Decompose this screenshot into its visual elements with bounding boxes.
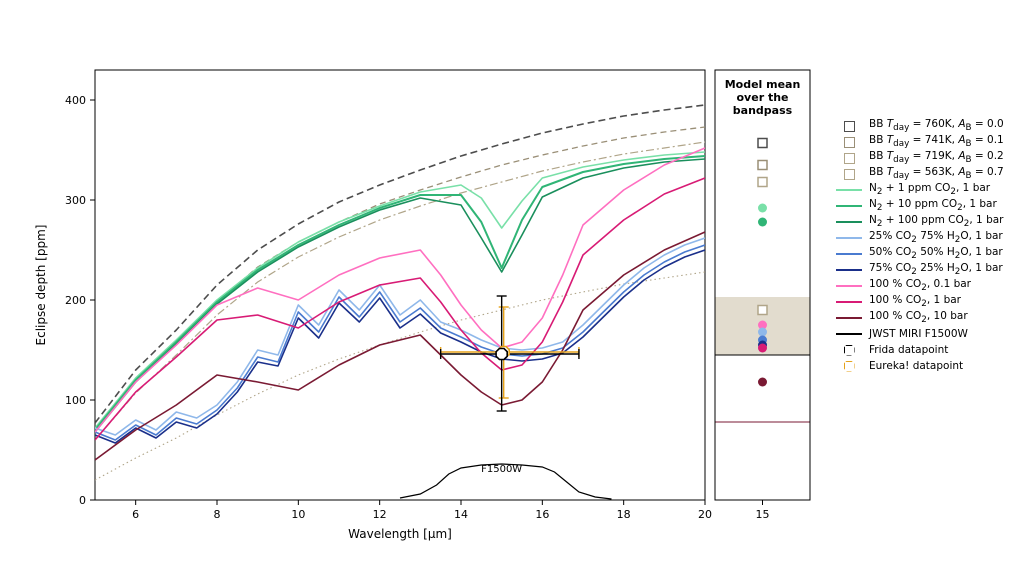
side-square (758, 178, 767, 187)
svg-text:0: 0 (79, 494, 86, 507)
series-co2_100_1 (95, 178, 705, 440)
svg-text:10: 10 (291, 508, 305, 521)
y-axis-label: Eclipse depth [ppm] (34, 225, 48, 346)
svg-text:12: 12 (373, 508, 387, 521)
svg-text:20: 20 (698, 508, 712, 521)
svg-text:16: 16 (535, 508, 549, 521)
svg-text:14: 14 (454, 508, 468, 521)
filter-label: F1500W (481, 464, 522, 475)
svg-text:15: 15 (756, 508, 770, 521)
series-co2_100_01 (95, 148, 705, 432)
series-bb563 (95, 272, 705, 480)
legend-co2_100_10: 100 % CO2, 10 bar (835, 310, 1004, 326)
series-co2_50 (95, 245, 705, 440)
side-square (758, 161, 767, 170)
svg-text:300: 300 (65, 194, 86, 207)
svg-text:8: 8 (214, 508, 221, 521)
series-bb741 (95, 127, 705, 432)
legend-frida: Frida datapoint (835, 342, 1004, 358)
legend-filter: JWST MIRI F1500W (835, 326, 1004, 342)
main-axes (95, 70, 705, 500)
side-circle (758, 378, 767, 387)
series-bb760 (95, 105, 705, 423)
svg-text:200: 200 (65, 294, 86, 307)
side-circle (758, 218, 767, 227)
svg-text:400: 400 (65, 94, 86, 107)
side-square (758, 139, 767, 148)
x-axis-label: Wavelength [μm] (348, 527, 452, 541)
side-axes (715, 70, 810, 500)
series-bb719 (95, 142, 705, 440)
series-co2_75 (95, 250, 705, 443)
side-panel-title: Model meanover thebandpass (715, 78, 810, 117)
legend: BB Tday = 760K, AB = 0.0BB Tday = 741K, … (835, 118, 1004, 374)
series-n2_1ppm (95, 152, 705, 428)
svg-text:6: 6 (132, 508, 139, 521)
series-co2_25 (95, 238, 705, 435)
side-circle (758, 204, 767, 213)
frida-point (496, 349, 507, 360)
side-square (758, 306, 767, 315)
side-circle (758, 344, 767, 353)
svg-text:18: 18 (617, 508, 631, 521)
side-circle (758, 328, 767, 337)
svg-text:100: 100 (65, 394, 86, 407)
model-series-group (95, 105, 705, 499)
legend-eureka: Eureka! datapoint (835, 358, 1004, 374)
